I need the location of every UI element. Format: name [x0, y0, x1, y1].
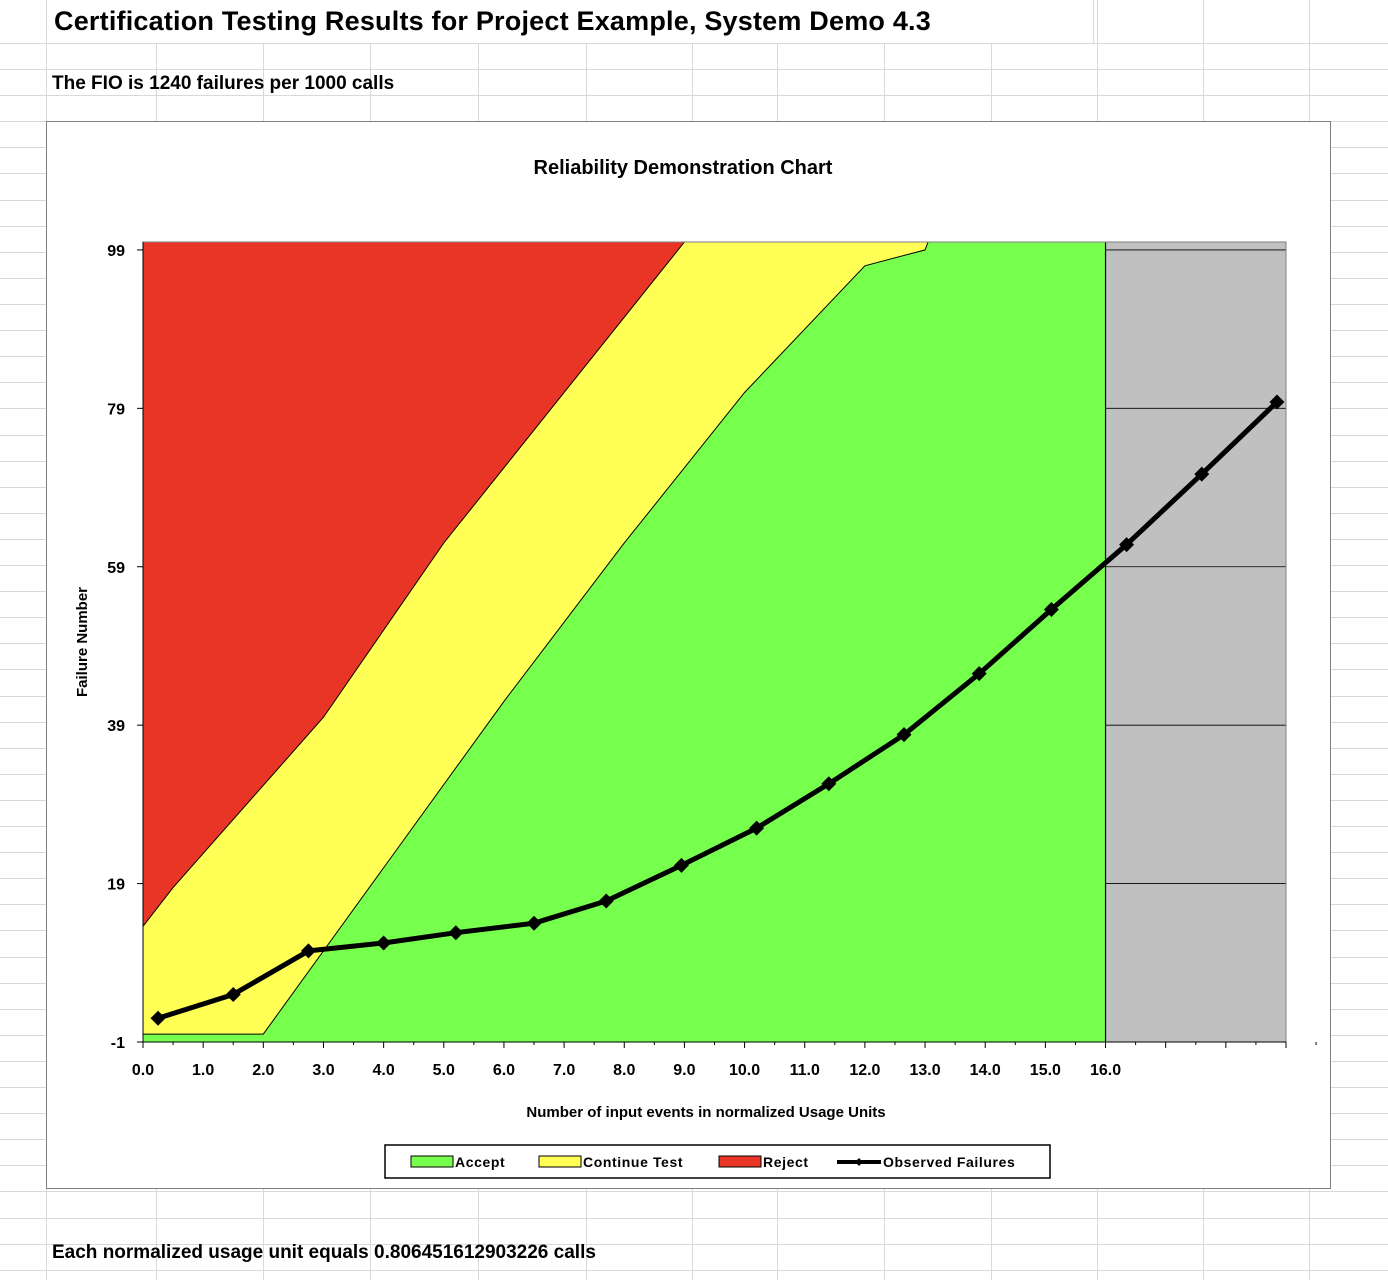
legend-swatch-marker — [855, 1158, 863, 1166]
beyond-region — [1105, 242, 1286, 1042]
y-tick-label: 59 — [107, 560, 125, 577]
x-tick-label: 7.0 — [553, 1062, 575, 1079]
x-tick-label: 1.0 — [192, 1062, 214, 1079]
observed-failure-point — [1119, 537, 1135, 553]
title-cell — [47, 0, 1093, 43]
observed-failure-point — [821, 776, 837, 792]
legend-label: Accept — [455, 1154, 505, 1170]
x-tick-label: 13.0 — [909, 1062, 940, 1079]
x-tick-label: 14.0 — [970, 1062, 1001, 1079]
x-tick-label: 2.0 — [252, 1062, 274, 1079]
chart-legend: Accept Continue Test Reject Observed Failur… — [384, 1144, 1051, 1179]
x-tick-label: 0.0 — [132, 1062, 154, 1079]
chart-title: Reliability Demonstration Chart — [534, 157, 833, 179]
chart-container[interactable]: -1 19 39 59 79 99 0.0 1.0 2.0 3.0 4.0 5.0 6.0 7.0 8.0 9… — [46, 121, 1331, 1189]
x-axis-title: Number of input events in normalized Usa… — [526, 1104, 885, 1121]
observed-failure-point — [448, 925, 464, 941]
y-tick-label: 99 — [107, 243, 125, 260]
y-tick-label: -1 — [111, 1035, 125, 1052]
legend-box — [384, 1144, 1051, 1179]
x-tick-label: 12.0 — [849, 1062, 880, 1079]
legend-label: Reject — [763, 1154, 809, 1170]
legend-swatch — [538, 1155, 582, 1168]
x-tick-label: 9.0 — [673, 1062, 695, 1079]
observed-failure-point — [376, 935, 392, 951]
observed-failure-point — [971, 666, 987, 682]
usage-unit-note: Each normalized usage unit equals 0.8064… — [52, 1242, 596, 1263]
legend-label: Continue Test — [583, 1154, 683, 1170]
y-tick-label: 39 — [107, 718, 125, 735]
observed-failure-point — [598, 893, 614, 909]
y-tick-label: 79 — [107, 401, 125, 418]
legend-label: Observed Failures — [883, 1154, 1015, 1170]
observed-failure-point — [896, 727, 912, 743]
x-tick-label: 10.0 — [729, 1062, 760, 1079]
sheet-title: Certification Testing Results for Projec… — [54, 6, 931, 36]
y-tick-label: 19 — [107, 877, 125, 894]
x-tick-label: 3.0 — [312, 1062, 334, 1079]
x-tick-label: 11.0 — [790, 1062, 820, 1079]
x-tick-label: 4.0 — [373, 1062, 395, 1079]
observed-failure-point — [300, 943, 316, 959]
observed-failure-point — [1269, 394, 1285, 410]
y-axis-title: Failure Number — [74, 587, 91, 697]
observed-failure-point — [749, 820, 765, 836]
x-tick-label: 15.0 — [1030, 1062, 1061, 1079]
observed-failure-point — [526, 915, 542, 931]
observed-failure-point — [225, 986, 241, 1002]
observed-failure-point — [150, 1010, 166, 1026]
legend-swatch — [410, 1155, 454, 1168]
observed-failure-point — [1194, 466, 1210, 482]
x-tick-label: 6.0 — [493, 1062, 515, 1079]
reliability-chart: -1 19 39 59 79 99 0.0 1.0 2.0 3.0 4.0 5.0 6.0 7.0 8.0 9… — [74, 157, 1317, 1179]
observed-failure-point — [1043, 602, 1059, 618]
x-tick-label: 16.0 — [1090, 1062, 1121, 1079]
reject-boundary-line — [142, 241, 685, 927]
fio-text: The FIO is 1240 failures per 1000 calls — [52, 73, 395, 94]
accept-boundary-line — [143, 241, 929, 1035]
x-tick-label: 5.0 — [433, 1062, 455, 1079]
observed-failure-point — [673, 857, 689, 873]
x-tick-label: 8.0 — [613, 1062, 635, 1079]
observed-failures-line — [157, 400, 1279, 1021]
reject-region — [143, 242, 685, 927]
legend-swatch — [718, 1155, 762, 1168]
